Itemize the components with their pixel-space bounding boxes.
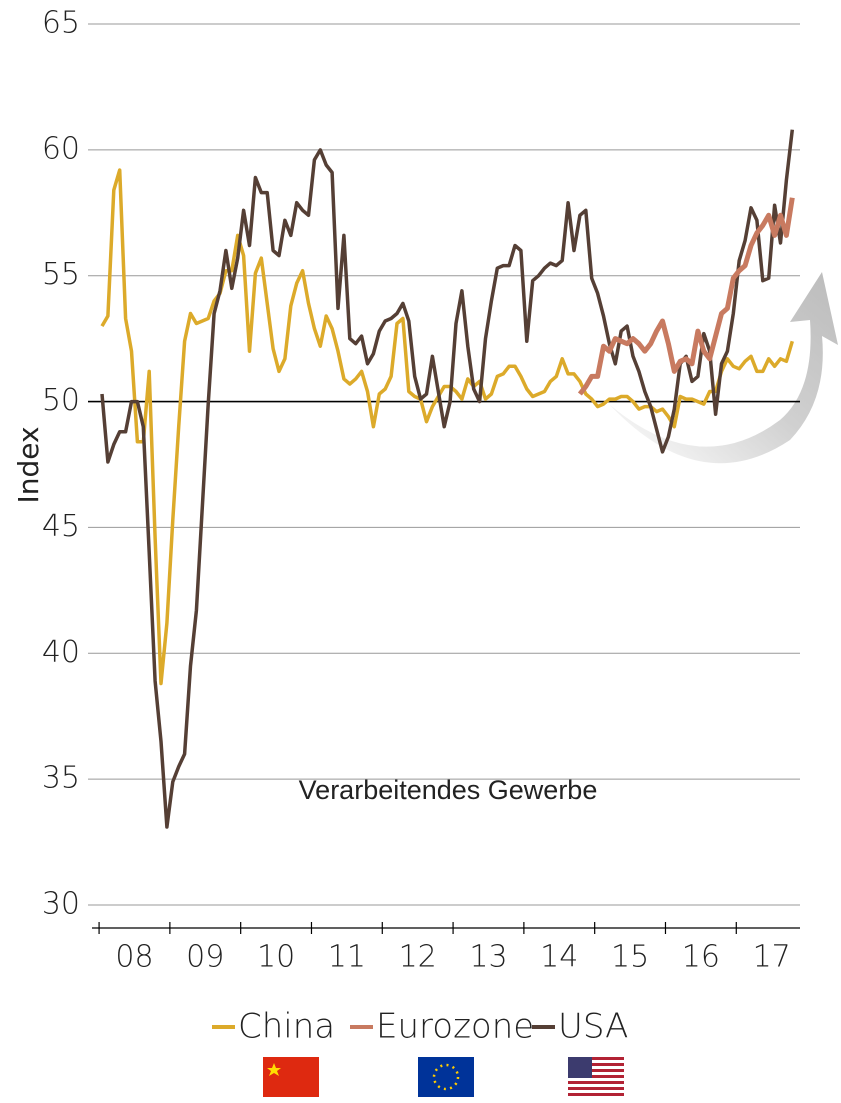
legend-label: USA (558, 1007, 628, 1047)
legend-label: Eurozone (376, 1007, 534, 1047)
x-tick-label: 14 (540, 940, 578, 975)
series-line (100, 129, 795, 829)
grid: 30 35 40 45 50 55 60 65 08 09 10 11 12 13 14 15 16 17 (42, 6, 800, 975)
x-tick-label: 09 (186, 940, 224, 975)
y-tick-label: 65 (42, 6, 80, 41)
x-tick-label: 13 (469, 940, 507, 975)
annotation: Verarbeitendes Gewerbe (299, 775, 598, 805)
trend-arrow (610, 272, 838, 464)
y-tick-label: 40 (42, 635, 80, 670)
x-tick-label: 11 (328, 940, 366, 975)
y-tick-label: 45 (42, 509, 80, 544)
legend: China Eurozone USA (212, 1007, 628, 1047)
y-tick-label: 35 (42, 761, 80, 796)
lines (100, 129, 795, 829)
y-tick-label: 30 (42, 887, 80, 922)
y-axis-label: Index (12, 426, 45, 503)
x-tick-label: 10 (257, 940, 295, 975)
legend-label: China (238, 1007, 335, 1047)
flag-usa (568, 1057, 624, 1097)
y-tick-label: 55 (42, 257, 80, 292)
x-tick-label: 15 (611, 940, 649, 975)
x-tick-label: 12 (399, 940, 437, 975)
flag-china (263, 1057, 319, 1097)
series-line (577, 197, 795, 396)
y-tick-label: 50 (42, 383, 80, 418)
x-tick-label: 16 (682, 940, 720, 975)
x-tick-label: 17 (753, 940, 791, 975)
flag-eu (418, 1057, 474, 1097)
y-tick-label: 60 (42, 131, 80, 166)
x-tick-label: 08 (115, 940, 153, 975)
